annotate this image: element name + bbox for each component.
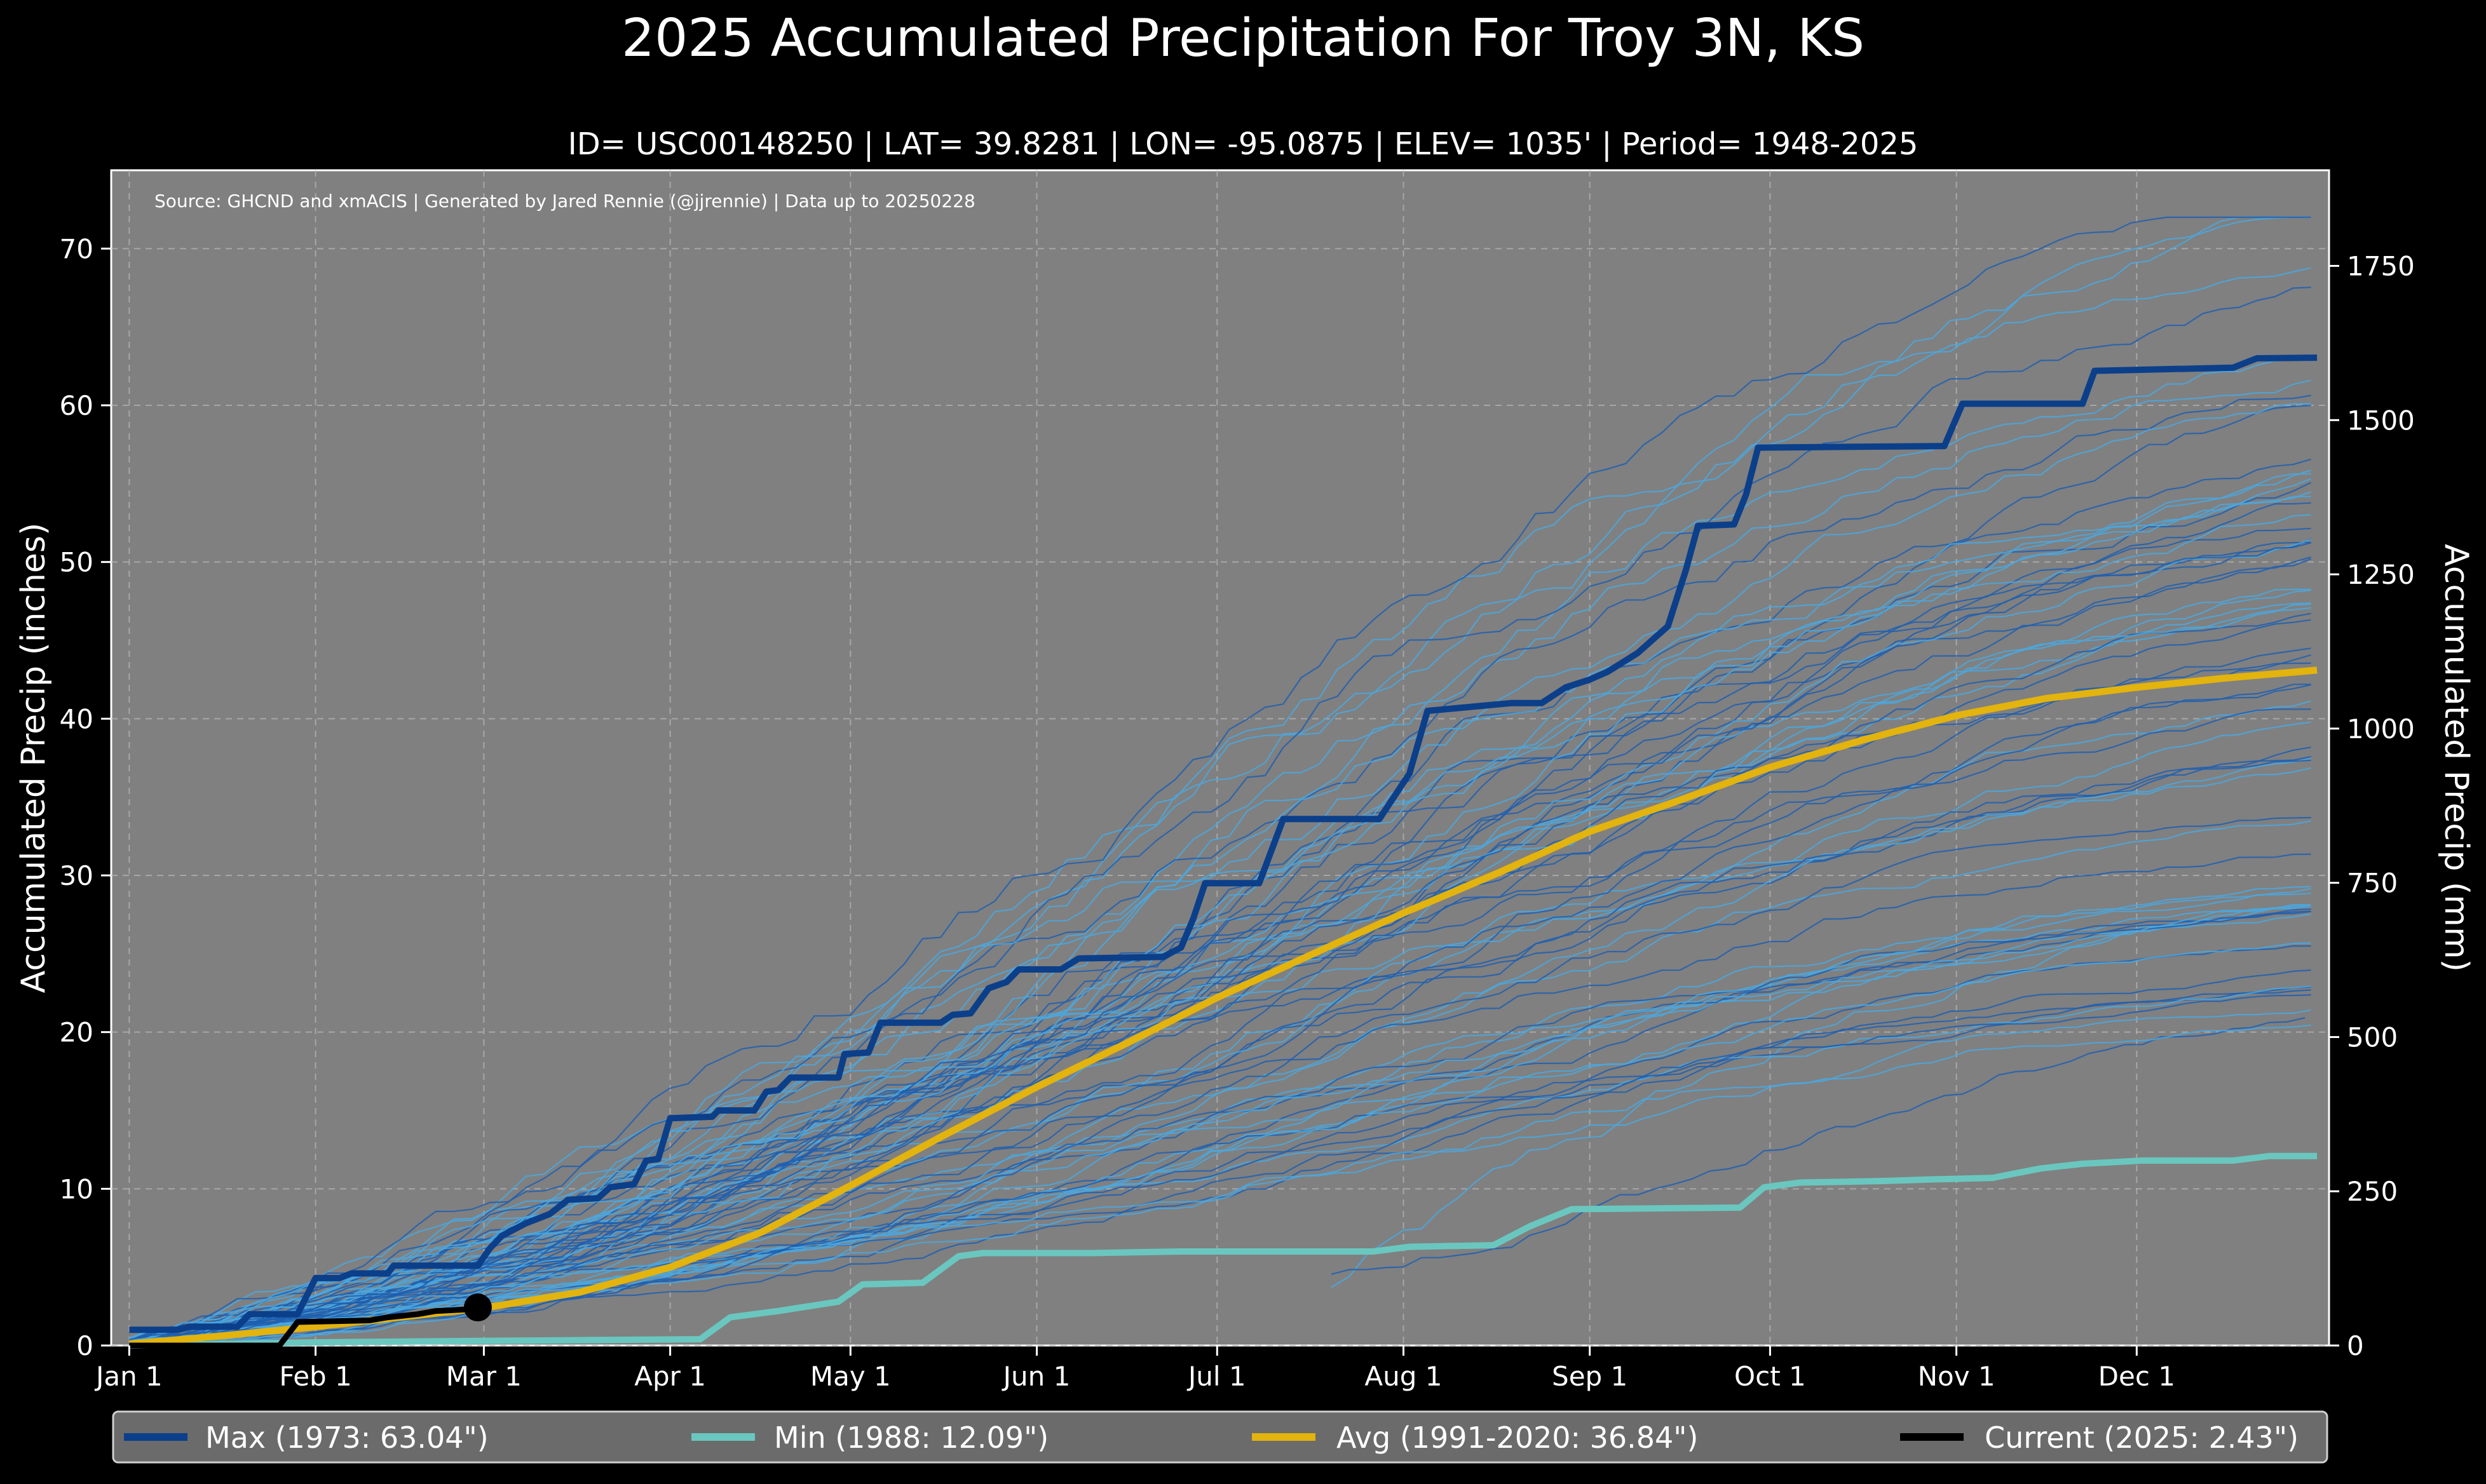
x-tick-label-2: Mar 1 bbox=[446, 1361, 522, 1392]
y-tick-label-right-1: 250 bbox=[2347, 1176, 2398, 1207]
history-line-43 bbox=[128, 502, 2311, 1342]
x-tick-label-11: Dec 1 bbox=[2098, 1361, 2175, 1392]
series-current-line bbox=[129, 1304, 479, 1349]
y-tick-label-left-6: 60 bbox=[60, 390, 93, 421]
x-axis: Jan 1 Feb 1 Mar 1 Apr 1 May 1 Jun 1 Jul 1 Aug 1… bbox=[94, 1346, 2175, 1392]
history-line-20 bbox=[129, 216, 2311, 1347]
y-tick-label-right-4: 1000 bbox=[2347, 713, 2415, 745]
plot-area bbox=[110, 169, 2330, 1347]
y-axis-right: 0 250 500 750 1000 1250 1500 1750 bbox=[2329, 251, 2415, 1361]
history-line-53 bbox=[129, 287, 2311, 1344]
x-tick-label-4: May 1 bbox=[810, 1361, 891, 1392]
y-tick-label-left-2: 20 bbox=[60, 1017, 93, 1048]
current-value-point bbox=[463, 1293, 492, 1322]
history-line-31 bbox=[129, 619, 2311, 1345]
history-line-15 bbox=[129, 647, 2311, 1346]
history-lines bbox=[128, 216, 2312, 1347]
chart-subtitle: ID= USC00148250 | LAT= 39.8281 | LON= -9… bbox=[568, 126, 1919, 162]
history-line-1 bbox=[1331, 1017, 2306, 1275]
y-axis-label-left: Accumulated Precip (inches) bbox=[15, 523, 53, 994]
series-lines bbox=[128, 354, 2318, 1349]
history-line-17 bbox=[129, 538, 2312, 1346]
legend-label-max: Max (1973: 63.04") bbox=[205, 1420, 489, 1455]
x-tick-label-5: Jun 1 bbox=[1002, 1361, 1071, 1392]
y-tick-label-left-7: 70 bbox=[60, 233, 93, 264]
history-line-63 bbox=[129, 612, 2311, 1346]
legend-box bbox=[112, 1410, 2328, 1464]
x-tick-label-9: Oct 1 bbox=[1734, 1361, 1806, 1392]
y-tick-label-left-4: 40 bbox=[60, 703, 93, 734]
source-note: Source: GHCND and xmACIS | Generated by … bbox=[154, 191, 975, 212]
y-axis-left: 0 10 20 30 40 50 60 70 bbox=[60, 233, 111, 1361]
x-tick-label-6: Jul 1 bbox=[1186, 1361, 1246, 1392]
history-line-21 bbox=[129, 756, 2311, 1345]
y-tick-label-right-5: 1250 bbox=[2347, 559, 2415, 590]
history-line-41 bbox=[129, 541, 2311, 1346]
history-line-23 bbox=[129, 216, 2311, 1340]
y-tick-label-left-1: 10 bbox=[60, 1173, 93, 1204]
x-tick-label-3: Apr 1 bbox=[634, 1361, 706, 1392]
legend: Max (1973: 63.04") Min (1988: 12.09") Av… bbox=[112, 1410, 2328, 1464]
history-line-0 bbox=[1331, 904, 2306, 1288]
chart-title: 2025 Accumulated Precipitation For Troy … bbox=[622, 8, 1864, 69]
history-line-55 bbox=[129, 527, 2311, 1342]
history-line-61 bbox=[129, 708, 2311, 1345]
y-tick-label-right-0: 0 bbox=[2347, 1330, 2364, 1361]
x-tick-label-8: Sep 1 bbox=[1552, 1361, 1627, 1392]
history-line-6 bbox=[129, 267, 2311, 1342]
y-tick-label-right-7: 1750 bbox=[2347, 251, 2415, 282]
legend-label-current: Current (2025: 2.43") bbox=[1985, 1420, 2299, 1455]
history-line-54 bbox=[129, 1009, 2311, 1346]
history-line-68 bbox=[129, 469, 2311, 1344]
grid-lines bbox=[111, 170, 2329, 1346]
y-tick-label-left-0: 0 bbox=[76, 1330, 93, 1361]
x-tick-label-7: Aug 1 bbox=[1364, 1361, 1442, 1392]
series-min-line bbox=[129, 1152, 2318, 1349]
history-line-38 bbox=[129, 496, 2311, 1343]
y-tick-label-right-3: 750 bbox=[2347, 868, 2398, 899]
x-tick-label-0: Jan 1 bbox=[94, 1361, 163, 1392]
history-line-30 bbox=[129, 886, 2311, 1344]
history-line-52 bbox=[129, 478, 2312, 1346]
history-line-27 bbox=[129, 986, 2311, 1346]
history-line-51 bbox=[128, 395, 2311, 1346]
history-line-3 bbox=[129, 910, 2311, 1344]
y-tick-label-right-6: 1500 bbox=[2347, 405, 2415, 436]
history-line-48 bbox=[129, 767, 2311, 1346]
history-line-64 bbox=[129, 514, 2311, 1342]
legend-label-min: Min (1988: 12.09") bbox=[774, 1420, 1049, 1455]
x-tick-label-10: Nov 1 bbox=[1918, 1361, 1995, 1392]
y-tick-label-left-5: 50 bbox=[60, 547, 93, 578]
x-tick-label-1: Feb 1 bbox=[279, 1361, 351, 1392]
series-max-line bbox=[129, 354, 2318, 1333]
y-tick-label-left-3: 30 bbox=[60, 860, 93, 891]
history-line-58 bbox=[129, 473, 2311, 1346]
history-line-60 bbox=[129, 403, 2311, 1341]
history-line-45 bbox=[129, 853, 2311, 1344]
history-line-12 bbox=[129, 216, 2311, 1345]
y-tick-label-right-2: 500 bbox=[2347, 1022, 2398, 1053]
y-axis-label-right: Accumulated Precip (mm) bbox=[2437, 544, 2475, 972]
history-line-67 bbox=[129, 558, 2311, 1341]
history-line-36 bbox=[129, 491, 2311, 1346]
history-line-62 bbox=[129, 942, 2311, 1344]
history-line-69 bbox=[129, 759, 2311, 1346]
legend-label-avg: Avg (1991-2020: 36.84") bbox=[1336, 1420, 1698, 1455]
